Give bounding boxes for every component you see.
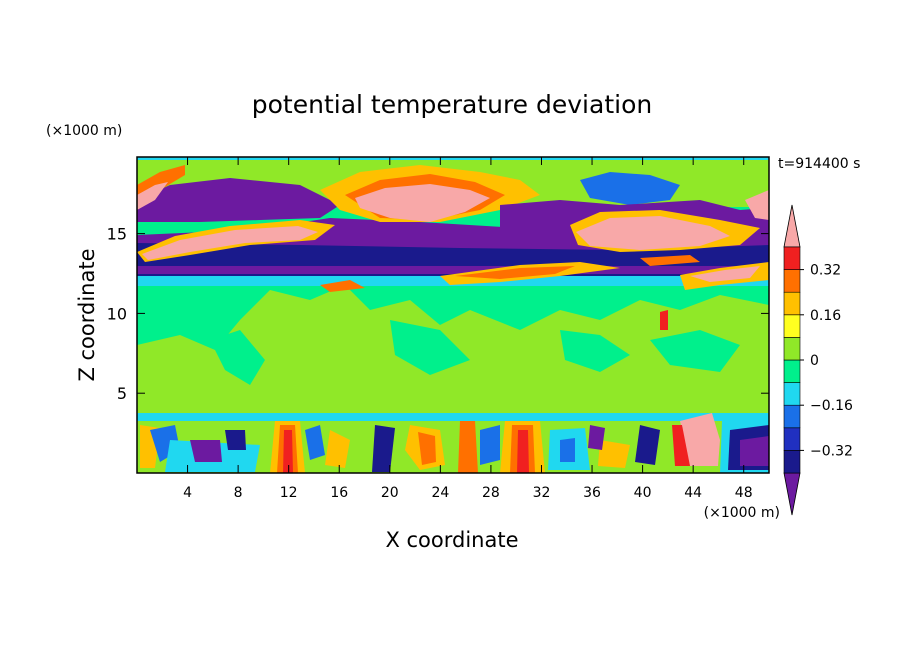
x-tick-label: 16	[330, 485, 348, 501]
field-lower-cyan	[137, 413, 769, 421]
field-top-warm-right-edge	[745, 190, 769, 220]
x-tick-label: 40	[634, 485, 652, 501]
colorbar-swatch	[783, 427, 801, 451]
x-unit-label: (×1000 m)	[704, 505, 780, 521]
z-unit-label: (×1000 m)	[46, 123, 122, 139]
colorbar-swatch	[783, 404, 801, 429]
field-warm-streaks	[320, 255, 769, 330]
x-tick-label: 8	[234, 485, 243, 501]
time-label: t=914400 s	[778, 156, 860, 172]
x-tick-label: 4	[183, 485, 192, 501]
x-tick-label: 48	[735, 485, 753, 501]
y-axis: 5 10 15	[107, 225, 769, 403]
x-axis-label: X coordinate	[385, 528, 518, 552]
colorbar-label: −0.32	[810, 443, 853, 459]
colorbar-swatch	[783, 450, 801, 474]
colorbar-label: −0.16	[810, 398, 853, 414]
x-tick-label: 24	[431, 485, 449, 501]
boundary-layer-plumes	[140, 413, 769, 473]
colorbar-bottom-arrow	[783, 472, 801, 516]
colorbar-label: 0.32	[810, 263, 841, 279]
x-axis: 4 8 12 16 20 24 28 32 36 40 44 48	[183, 157, 753, 501]
colorbar-label: 0	[810, 353, 819, 369]
field-top-warm-center-core	[355, 184, 490, 222]
colorbar-swatch	[783, 314, 801, 338]
field-top-cold-right	[580, 172, 680, 205]
field-cold-band-core	[137, 266, 769, 274]
field-top-warm-left-core	[137, 182, 168, 210]
field-warm-sheet-left-core	[142, 226, 318, 260]
plot-frame	[136, 156, 770, 474]
colorbar-swatch	[783, 359, 801, 383]
colorbar-swatch	[783, 382, 801, 406]
x-tick-label: 44	[684, 485, 702, 501]
chart-title: potential temperature deviation	[252, 90, 652, 119]
y-axis-label: Z coordinate	[75, 248, 99, 381]
y-tick-label: 10	[107, 304, 127, 323]
colorbar-label: 0.16	[810, 308, 841, 324]
y-tick-label: 15	[107, 225, 127, 244]
colorbar-swatch	[783, 269, 801, 293]
x-tick-label: 28	[482, 485, 500, 501]
x-tick-label: 36	[583, 485, 601, 501]
colorbar-swatch	[783, 291, 801, 316]
colorbar-swatch	[783, 246, 801, 270]
field-warm-sheet-right-core	[576, 216, 730, 250]
x-tick-label: 32	[533, 485, 551, 501]
field-top-cold-left	[137, 178, 340, 222]
field-upper-blue	[137, 243, 769, 262]
x-tick-label: 20	[381, 485, 399, 501]
y-tick-label: 5	[117, 384, 127, 403]
colorbar-top-arrow	[783, 204, 801, 248]
plot-area	[137, 157, 769, 473]
x-tick-label: 12	[280, 485, 298, 501]
colorbar: 0.32 0.16 0 −0.16 −0.32	[783, 204, 853, 516]
colorbar-swatch	[783, 337, 801, 361]
